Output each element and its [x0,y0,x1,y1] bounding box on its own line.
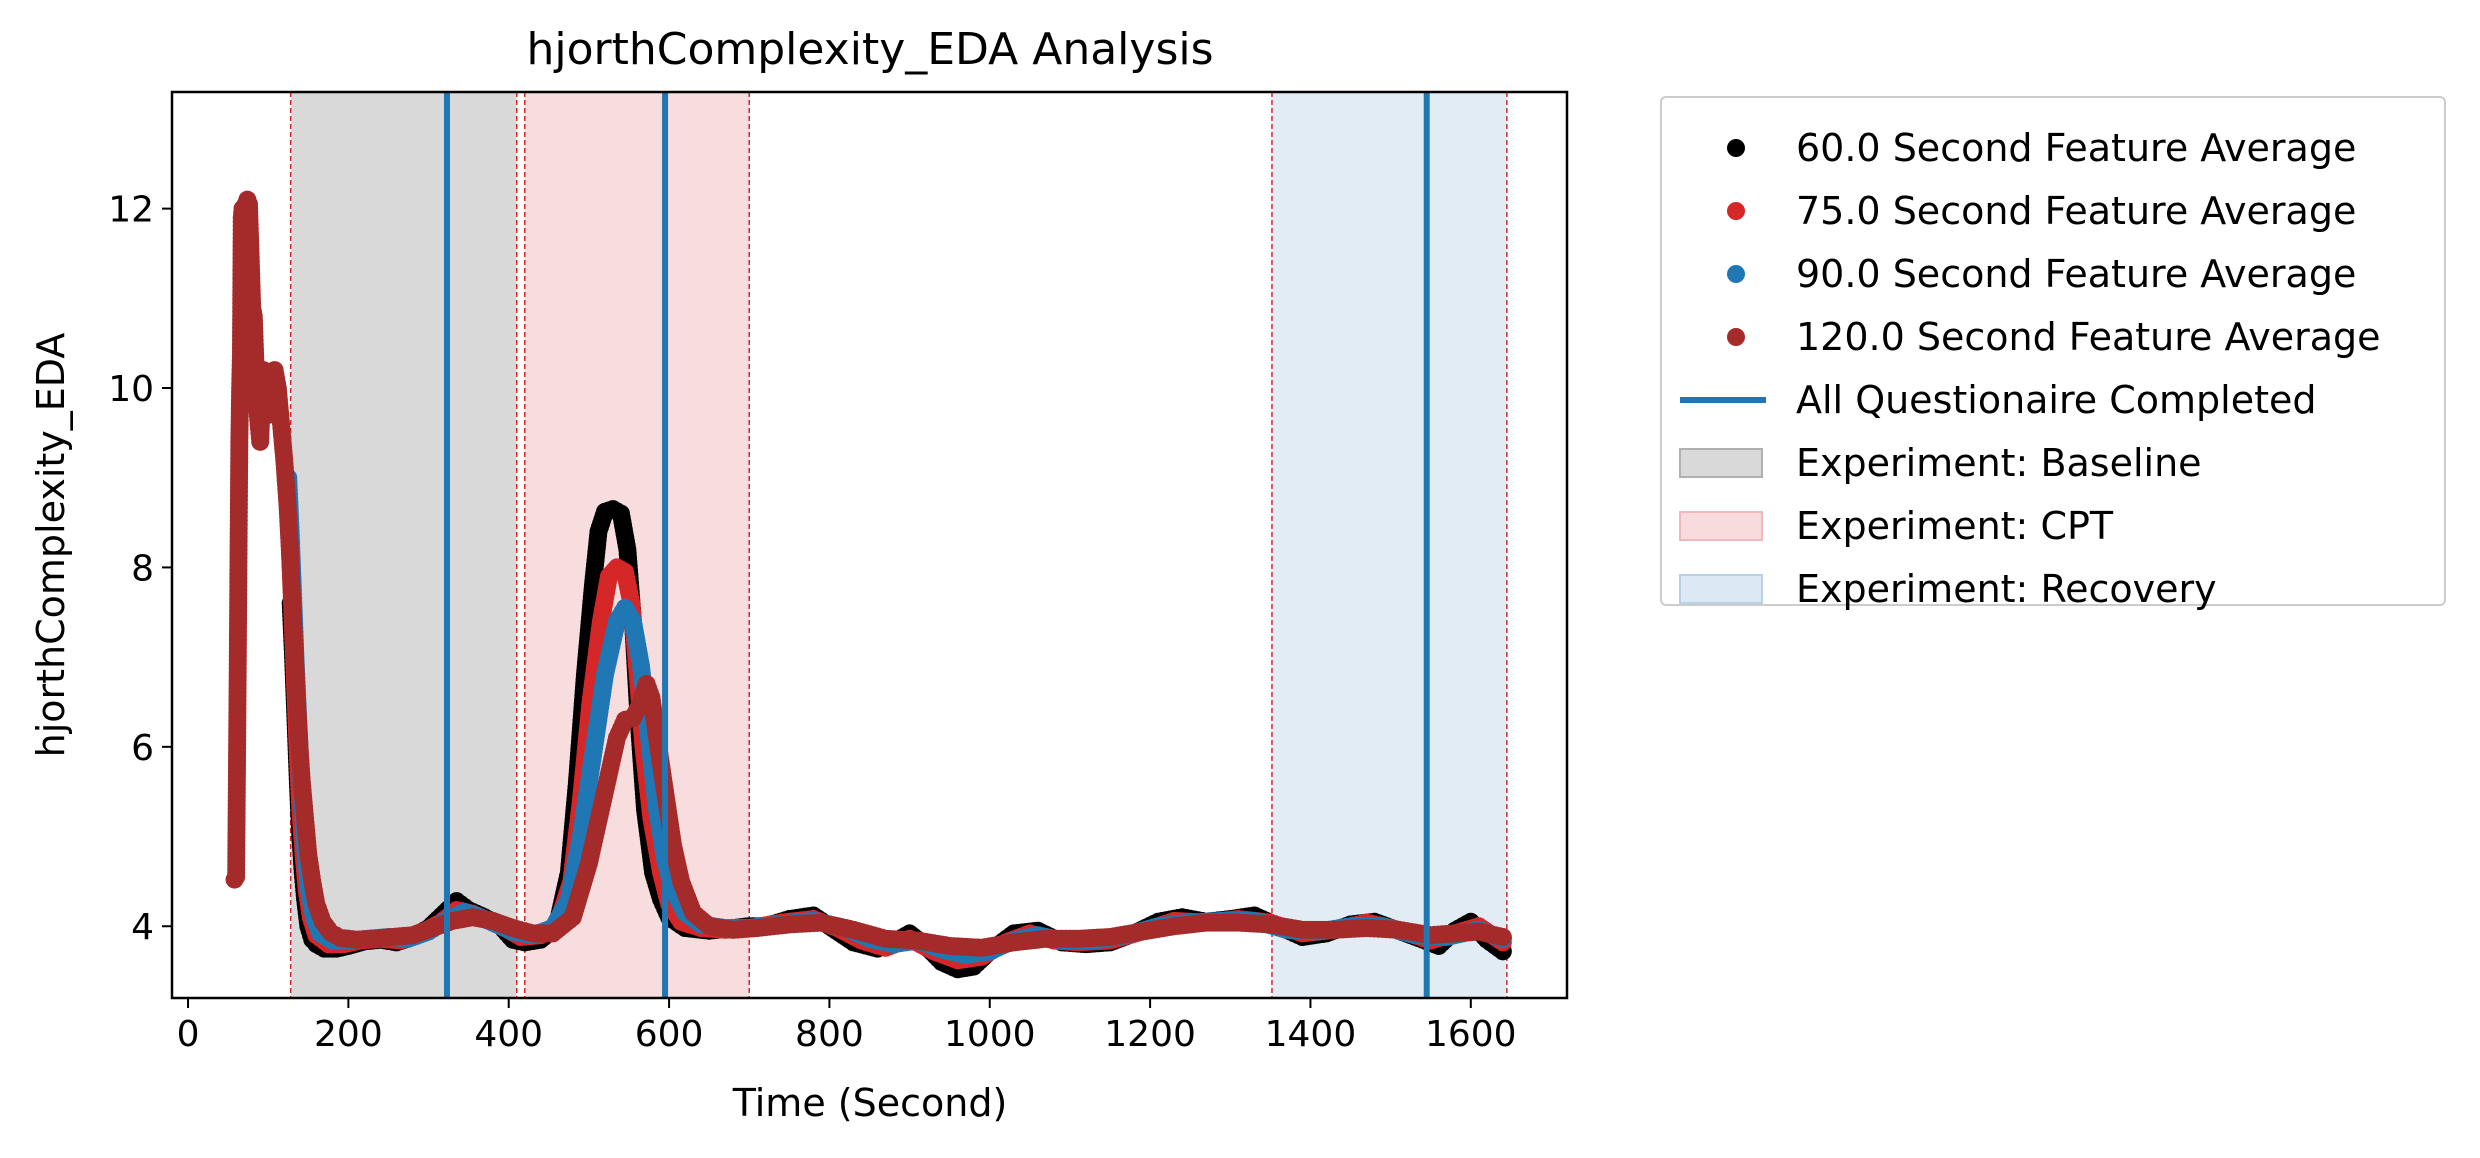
region-cpt [524,92,750,998]
region-baseline [290,92,517,998]
legend-label: Experiment: Recovery [1796,567,2217,611]
x-tick-label: 400 [474,1014,543,1055]
legend-item-cpt: Experiment: CPT [1662,496,2444,556]
data-point [1493,928,1512,947]
legend-item-120s: 120.0 Second Feature Average [1662,307,2444,367]
legend-item-baseline: Experiment: Baseline [1662,433,2444,493]
y-tick-label: 8 [131,548,154,589]
x-axis-ticks: 0 200 400 600 800 1000 1200 1400 1600 [177,998,1517,1055]
plot-frame [170,90,1569,1000]
legend-marker-120s [1727,328,1745,346]
legend: 60.0 Second Feature Average 75.0 Second … [1660,96,2446,609]
series-4 [225,190,1512,957]
legend-label: 120.0 Second Feature Average [1796,315,2381,359]
legend-label: 60.0 Second Feature Average [1796,126,2357,170]
x-tick-label: 1400 [1265,1014,1357,1055]
legend-patch-recovery [1679,574,1763,604]
region-recovery [1271,92,1507,998]
legend-item-75s: 75.0 Second Feature Average [1662,181,2444,241]
y-tick-label: 12 [108,190,154,231]
y-tick-label: 4 [131,907,154,948]
x-tick-label: 1200 [1104,1014,1196,1055]
legend-label: All Questionaire Completed [1796,378,2317,422]
legend-marker-60s [1727,139,1745,157]
experiment-regions [289,92,1508,998]
legend-patch-cpt [1679,511,1763,541]
x-tick-label: 800 [795,1014,864,1055]
legend-label: Experiment: CPT [1796,504,2114,548]
legend-item-90s: 90.0 Second Feature Average [1662,244,2444,304]
x-axis-label: Time (Second) [732,1081,1008,1125]
legend-patch-baseline [1679,448,1763,478]
chart: hjorthComplexity_EDA Analysis 0 200 400 600… [29,24,1569,1125]
y-tick-label: 10 [108,369,154,410]
questionnaire-lines [443,92,1430,998]
data-series [225,190,1512,979]
legend-item-questionnaire: All Questionaire Completed [1662,370,2444,430]
legend-item-recovery: Experiment: Recovery [1662,559,2444,619]
legend-label: 90.0 Second Feature Average [1796,252,2357,296]
legend-item-60s: 60.0 Second Feature Average [1662,118,2444,178]
legend-line-questionnaire [1680,397,1766,403]
chart-title: hjorthComplexity_EDA Analysis [526,24,1213,75]
legend-marker-90s [1727,265,1745,283]
legend-marker-75s [1727,202,1745,220]
x-tick-label: 0 [177,1014,200,1055]
y-tick-label: 6 [131,728,154,769]
y-axis-label: hjorthComplexity_EDA [29,333,73,758]
legend-label: 75.0 Second Feature Average [1796,189,2357,233]
x-tick-label: 1000 [944,1014,1036,1055]
x-tick-label: 200 [314,1014,383,1055]
y-axis-ticks: 4 6 8 10 12 [108,190,172,948]
legend-label: Experiment: Baseline [1796,441,2202,485]
x-tick-label: 600 [635,1014,704,1055]
x-tick-label: 1600 [1425,1014,1517,1055]
